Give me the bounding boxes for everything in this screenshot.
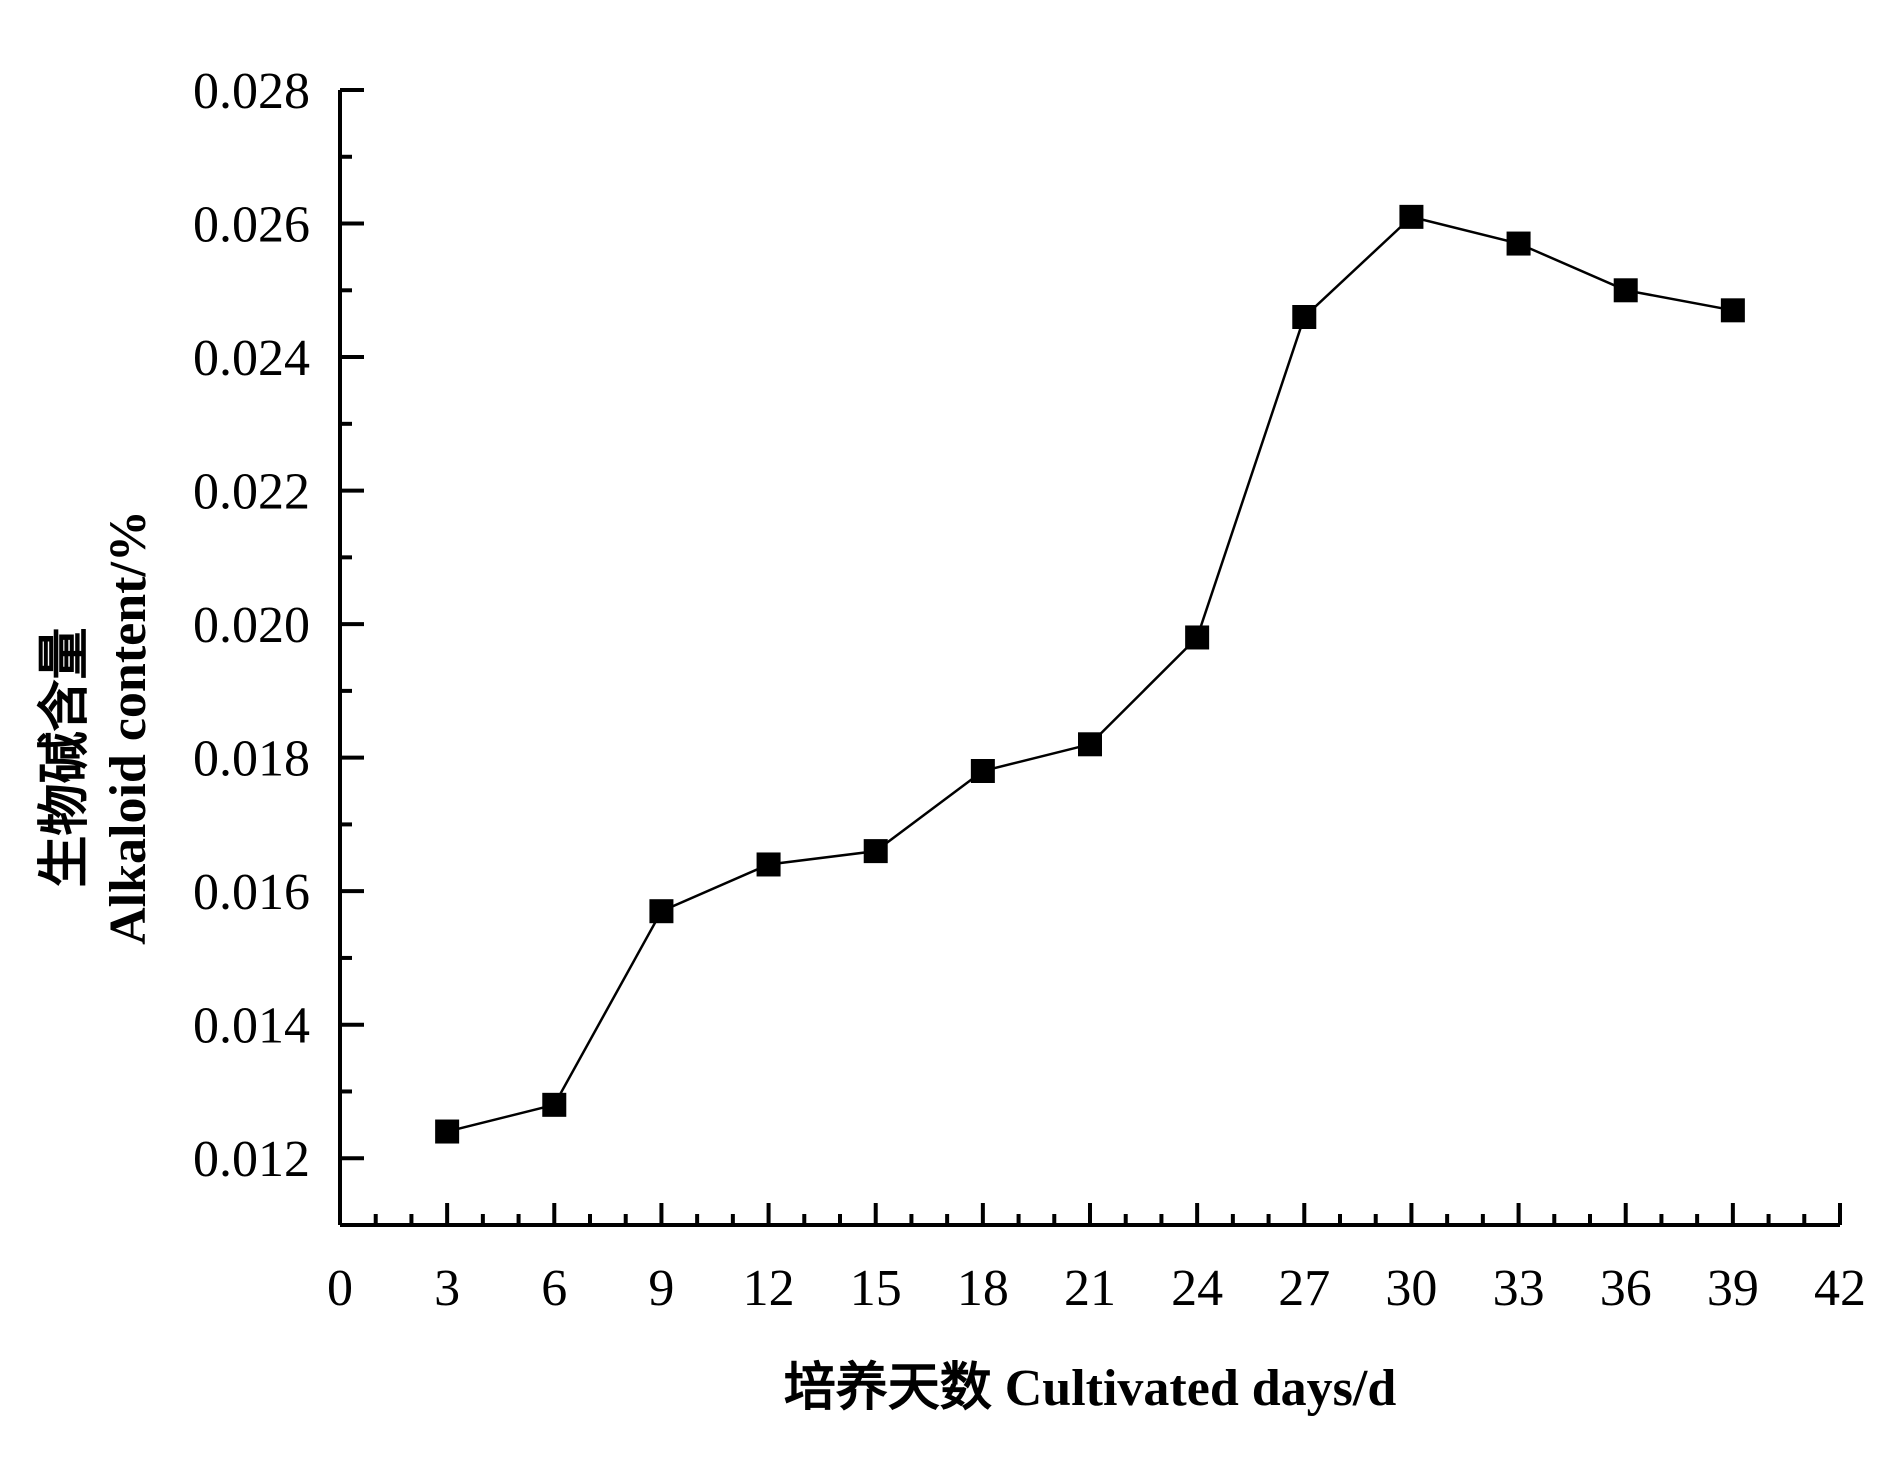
data-point-marker bbox=[1292, 305, 1317, 329]
y-axis-title-line2: Alkaloid content/% bbox=[100, 510, 157, 945]
y-tick-label: 0.014 bbox=[193, 998, 310, 1055]
data-point-marker bbox=[435, 1119, 460, 1144]
x-tick-label: 12 bbox=[743, 1260, 795, 1317]
data-point-marker bbox=[970, 759, 995, 783]
x-tick-label: 33 bbox=[1493, 1260, 1545, 1317]
x-tick-label: 24 bbox=[1171, 1260, 1223, 1317]
data-point-marker bbox=[863, 839, 888, 864]
y-tick-label: 0.028 bbox=[193, 63, 310, 120]
data-point-marker bbox=[756, 852, 781, 877]
x-tick-label: 0 bbox=[327, 1260, 353, 1317]
y-tick-label: 0.022 bbox=[193, 464, 310, 521]
data-point-marker bbox=[1720, 298, 1745, 323]
data-point-marker bbox=[1078, 732, 1102, 757]
series-group bbox=[435, 204, 1745, 1144]
x-tick-label: 30 bbox=[1385, 1260, 1437, 1317]
data-point-marker bbox=[542, 1092, 567, 1117]
data-point-marker bbox=[649, 899, 674, 924]
x-axis-title: 培养天数 Cultivated days/d bbox=[784, 1359, 1397, 1417]
x-tick-label: 15 bbox=[850, 1260, 902, 1317]
x-tick-label: 36 bbox=[1600, 1260, 1652, 1317]
y-axis-title-line1: 生物碱含量 bbox=[36, 627, 94, 887]
y-tick-label: 0.016 bbox=[193, 864, 310, 921]
data-point-marker bbox=[1399, 204, 1424, 229]
x-tick-label: 27 bbox=[1278, 1260, 1330, 1317]
y-tick-label: 0.020 bbox=[193, 597, 310, 654]
x-tick-label: 42 bbox=[1814, 1260, 1866, 1317]
x-ticks: 0 3 6 9 12 15 18 21 24 27 30 33 36 39 42 bbox=[327, 1203, 1866, 1317]
y-tick-label: 0.012 bbox=[193, 1131, 310, 1188]
data-point-marker bbox=[1185, 625, 1210, 650]
y-tick-label: 0.024 bbox=[193, 330, 310, 387]
axes bbox=[338, 90, 1840, 1227]
y-tick-label: 0.018 bbox=[193, 731, 310, 788]
data-point-marker bbox=[1506, 231, 1531, 256]
y-axis-title: 生物碱含量 Alkaloid content/% bbox=[36, 510, 157, 945]
x-tick-label: 18 bbox=[957, 1260, 1009, 1317]
y-ticks: 0.012 0.014 0.016 0.018 0.020 0.022 0.024 0.026… bbox=[193, 63, 364, 1188]
x-tick-label: 9 bbox=[648, 1260, 674, 1317]
x-tick-label: 39 bbox=[1707, 1260, 1759, 1317]
series-line bbox=[446, 215, 1734, 1133]
x-tick-label: 21 bbox=[1064, 1260, 1116, 1317]
x-tick-label: 6 bbox=[541, 1260, 567, 1317]
x-tick-label: 3 bbox=[434, 1260, 460, 1317]
data-point-marker bbox=[1613, 278, 1638, 303]
y-tick-label: 0.026 bbox=[193, 197, 310, 254]
